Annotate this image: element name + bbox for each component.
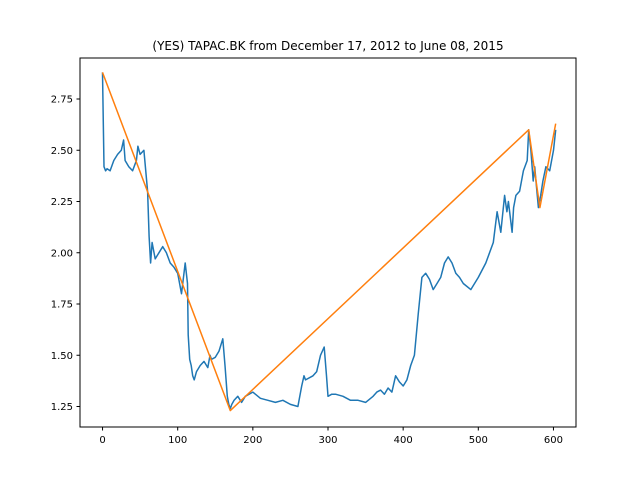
x-tick-label: 500 [469,435,488,446]
y-tick-label: 2.00 [51,248,73,259]
x-tick-label: 600 [544,435,563,446]
y-axis: 1.25 1.50 1.75 2.00 2.25 2.50 2.75 [51,95,80,413]
y-tick-label: 1.75 [51,300,73,311]
x-tick-label: 200 [243,435,262,446]
series-layer [101,72,557,412]
chart-title: (YES) TAPAC.BK from December 17, 2012 to… [152,39,503,53]
series-line-1 [101,72,557,410]
x-axis: 0 100 200 300 400 500 600 [99,427,563,446]
x-tick-label: 100 [168,435,187,446]
x-tick-label: 300 [318,435,337,446]
y-tick-label: 1.50 [51,351,73,362]
y-tick-label: 2.25 [51,197,73,208]
x-tick-label: 0 [99,435,105,446]
series-line-2 [101,72,557,412]
y-tick-label: 1.25 [51,402,73,413]
x-tick-label: 400 [394,435,413,446]
y-tick-label: 2.50 [51,146,73,157]
y-tick-label: 2.75 [51,95,73,106]
